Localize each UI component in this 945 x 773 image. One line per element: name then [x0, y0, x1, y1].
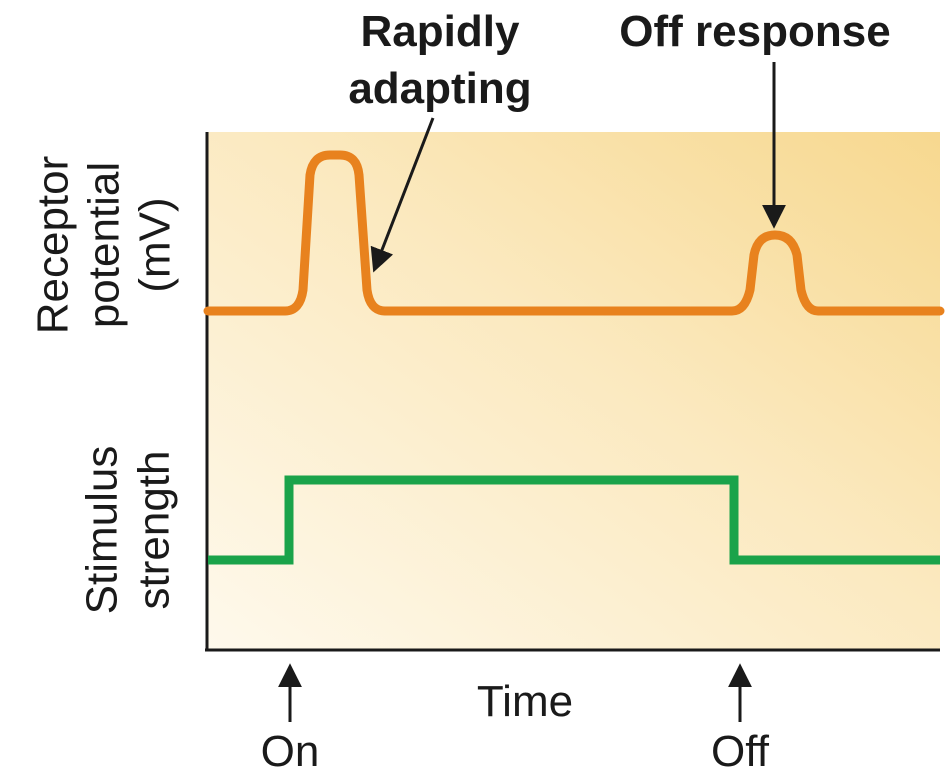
time-label: Time — [477, 677, 573, 726]
rapidly-adapting-label-line1: Rapidly — [361, 7, 520, 56]
off-label: Off — [711, 727, 770, 773]
rapidly-adapting-label-line2: adapting — [348, 64, 531, 113]
receptor-label-line3: (mV) — [131, 197, 180, 292]
stimulus-strength-label: Stimulus strength — [78, 446, 179, 615]
receptor-label-line1: Receptor — [29, 156, 78, 335]
stimulus-strength-trace — [208, 475, 940, 565]
receptor-potential-trace — [203, 150, 945, 316]
stimulus-label-line1: Stimulus — [78, 446, 127, 615]
stimulus-label-line2: strength — [130, 451, 179, 610]
receptor-potential-label: Receptor potential (mV) — [29, 156, 180, 335]
off-response-label: Off response — [619, 7, 890, 56]
plot-panel — [207, 132, 940, 649]
receptor-label-line2: potential — [80, 162, 129, 328]
rapidly-adapting-arrow — [370, 117, 435, 273]
on-label: On — [261, 727, 320, 773]
